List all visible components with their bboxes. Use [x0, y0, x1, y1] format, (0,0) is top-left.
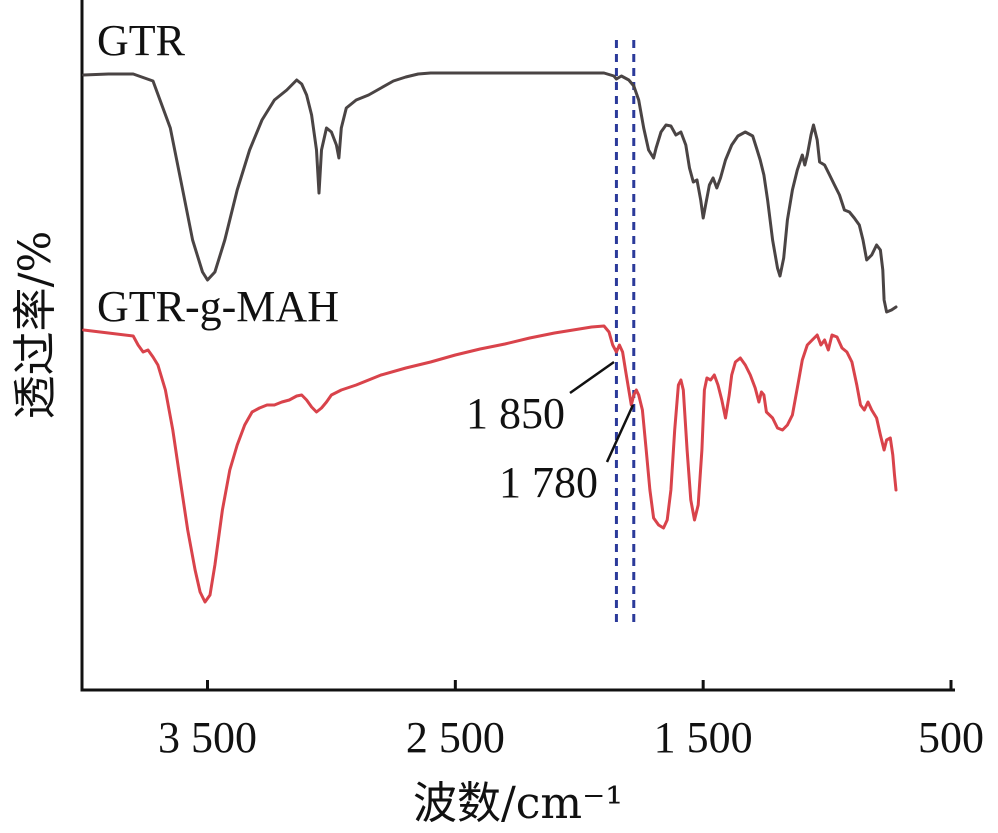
series-line-2	[82, 324, 898, 604]
annotation-leader-1	[569, 360, 615, 395]
reference-lines	[614, 40, 636, 623]
annotations: 1 850 1 780	[466, 360, 635, 507]
y-axis-title: 透过率/%	[10, 231, 61, 420]
x-axis-title: 波数/cm⁻¹	[413, 778, 623, 829]
series-label-2: GTR-g-MAH	[97, 282, 339, 331]
series-layer: GTR GTR-g-MAH	[82, 16, 898, 604]
x-tick-label-2: 2 500	[406, 713, 505, 762]
x-tick-label-3: 1 500	[654, 713, 753, 762]
annotation-label-2: 1 780	[499, 458, 598, 507]
annotation-label-1: 1 850	[466, 389, 565, 438]
series-line-1	[82, 71, 898, 314]
annotation-leader-2	[605, 404, 635, 463]
series-label-1: GTR	[97, 16, 186, 65]
x-ticks: 3 500 2 500 1 500 500	[158, 680, 984, 762]
x-tick-label-1: 3 500	[158, 713, 257, 762]
x-tick-label-4: 500	[918, 713, 984, 762]
